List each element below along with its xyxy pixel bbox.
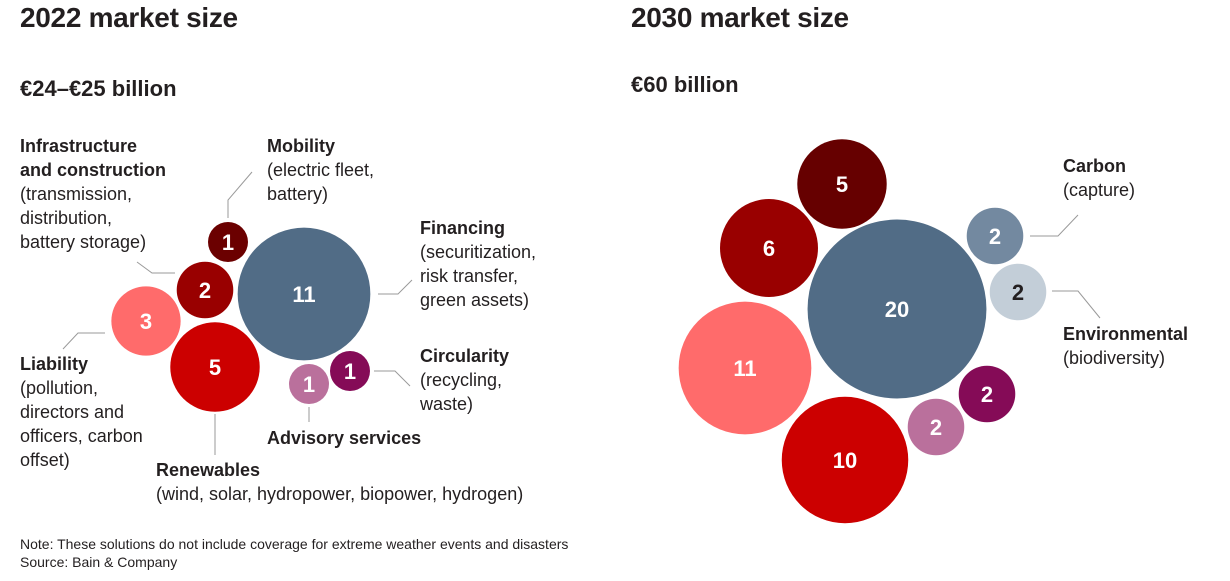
- label-circularity-title: Circularity: [420, 346, 510, 366]
- leader-liability: [62, 332, 105, 350]
- chart-2030-title: 2030 market size: [631, 2, 849, 33]
- bubble-value-2022-mobility: 1: [222, 230, 234, 255]
- label-environmental: Environmental (biodiversity): [1063, 322, 1188, 370]
- bubble-2030-circularity: [958, 365, 1016, 423]
- bubble-2030-advisory: [907, 398, 965, 456]
- bubble-2022-liability: [111, 286, 181, 356]
- label-infrastructure-title: Infrastructure and construction: [20, 136, 167, 180]
- label-mobility-desc: (electric fleet, battery): [267, 160, 375, 204]
- bubble-value-2030-liability: 11: [733, 356, 756, 381]
- leader-lines: [62, 171, 1101, 455]
- label-liability-desc: (pollution, directors and officers, carb…: [20, 378, 143, 470]
- bubble-2030-financing: [807, 219, 987, 399]
- bubble-2022-mobility: [208, 222, 248, 262]
- bubble-2022-advisory: [289, 364, 329, 404]
- label-liability-title: Liability: [20, 354, 89, 374]
- label-liability: Liability (pollution, directors and offi…: [20, 352, 143, 472]
- bubble-value-2022-renewables: 5: [209, 355, 221, 380]
- source-note: Source: Bain & Company: [20, 554, 178, 570]
- bubble-value-2030-renewables: 10: [833, 448, 857, 473]
- bubble-value-2030-financing: 20: [885, 297, 909, 322]
- leader-infrastructure: [136, 261, 175, 274]
- chart-2022-total: €24–€25 billion: [20, 76, 177, 101]
- label-mobility: Mobility (electric fleet, battery): [267, 134, 374, 206]
- label-infrastructure: Infrastructure and construction (transmi…: [20, 134, 166, 254]
- label-circularity-desc: (recycling, waste): [420, 370, 503, 414]
- bubble-value-2022-financing: 11: [292, 282, 315, 307]
- leader-carbon: [1030, 214, 1079, 237]
- leader-environmental: [1052, 290, 1101, 319]
- label-environmental-title: Environmental: [1063, 324, 1189, 344]
- bubble-2022-renewables: [170, 322, 260, 412]
- leader-financing: [378, 279, 413, 295]
- bubble-2022-circularity: [330, 351, 370, 391]
- label-financing: Financing (securitization, risk transfer…: [420, 216, 536, 312]
- bubble-value-2030-carbon: 2: [989, 224, 1001, 249]
- label-infrastructure-desc: (transmission, distribution, battery sto…: [20, 184, 147, 252]
- label-environmental-desc: (biodiversity): [1063, 348, 1166, 368]
- bubble-value-2022-infrastructure: 2: [199, 278, 211, 303]
- bubble-2030-renewables: [781, 396, 909, 524]
- label-financing-title: Financing: [420, 218, 505, 238]
- label-carbon-desc: (capture): [1063, 180, 1136, 200]
- bubble-value-2030-mobility: 5: [836, 172, 848, 197]
- bubbles-2030: 5 6 20 2 2 11 2 2 10: [678, 139, 1047, 524]
- bubble-value-2030-environmental: 2: [1012, 280, 1024, 305]
- chart-2022-title: 2022 market size: [20, 2, 238, 33]
- label-advisory: Advisory services: [267, 426, 421, 450]
- footnote: Note: These solutions do not include cov…: [20, 536, 569, 552]
- bubble-2022-financing: [237, 227, 371, 361]
- label-circularity: Circularity (recycling, waste): [420, 344, 509, 416]
- bubble-2030-infrastructure: [720, 199, 818, 297]
- leader-circularity: [374, 370, 411, 387]
- bubble-value-2022-liability: 3: [140, 309, 152, 334]
- label-carbon-title: Carbon: [1063, 156, 1126, 176]
- label-renewables-desc: (wind, solar, hydropower, biopower, hydr…: [156, 484, 524, 504]
- leader-mobility: [227, 171, 253, 218]
- bubble-2030-carbon: [966, 207, 1024, 265]
- label-advisory-title: Advisory services: [267, 428, 422, 448]
- bubble-value-2030-circularity: 2: [981, 382, 993, 407]
- label-carbon: Carbon (capture): [1063, 154, 1135, 202]
- label-renewables: Renewables (wind, solar, hydropower, bio…: [156, 458, 523, 506]
- bubble-value-2030-infrastructure: 6: [763, 236, 775, 261]
- bubble-value-2030-advisory: 2: [930, 415, 942, 440]
- bubble-2030-mobility: [797, 139, 887, 229]
- label-mobility-title: Mobility: [267, 136, 335, 156]
- label-renewables-title: Renewables: [156, 460, 261, 480]
- bubble-2030-environmental: [989, 263, 1047, 321]
- bubble-value-2022-advisory: 1: [303, 372, 315, 397]
- chart-2030-total: €60 billion: [631, 72, 739, 97]
- label-financing-desc: (securitization, risk transfer, green as…: [420, 242, 537, 310]
- bubble-2030-liability: [678, 301, 812, 435]
- bubble-value-2022-circularity: 1: [344, 359, 356, 384]
- bubble-2022-infrastructure: [176, 261, 234, 319]
